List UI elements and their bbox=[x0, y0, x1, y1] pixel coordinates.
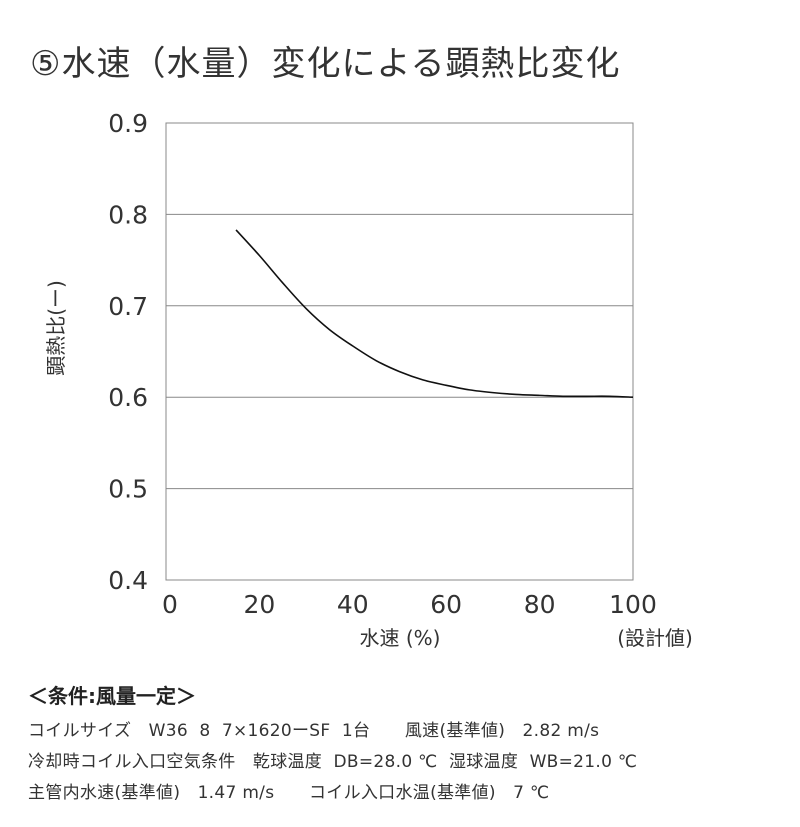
x-tick-labels: 0 20 40 60 80 100 bbox=[162, 590, 657, 619]
y-tick-label: 0.9 bbox=[108, 109, 148, 138]
x-tick-label: 80 bbox=[524, 590, 556, 619]
x-tick-label: 40 bbox=[337, 590, 369, 619]
y-tick-label: 0.8 bbox=[108, 200, 148, 229]
y-tick-label: 0.7 bbox=[108, 292, 148, 321]
y-tick-label: 0.4 bbox=[108, 566, 148, 595]
series-line-0 bbox=[235, 229, 634, 398]
y-axis-label: 顕熱比(ー) bbox=[44, 280, 68, 376]
grid-lines bbox=[166, 213, 633, 490]
y-tick-label: 0.6 bbox=[108, 383, 148, 412]
conditions-heading: ＜条件:風量一定＞ bbox=[28, 684, 196, 708]
series-layer bbox=[235, 229, 634, 398]
x-tick-label: 20 bbox=[243, 590, 275, 619]
y-tick-label: 0.5 bbox=[108, 475, 148, 504]
x-axis-note: (設計値) bbox=[617, 626, 693, 650]
condition-line-water: 主管内水速(基準値) 1.47 m/s コイル入口水温(基準値) 7 ℃ bbox=[28, 783, 550, 803]
y-tick-labels: 0.4 0.5 0.6 0.7 0.8 0.9 bbox=[108, 109, 148, 595]
chart-title: ⑤水速（水量）変化による顕熱比変化 bbox=[30, 44, 621, 84]
x-tick-label: 100 bbox=[609, 590, 657, 619]
x-axis-label: 水速 (%) bbox=[360, 626, 441, 650]
x-tick-label: 60 bbox=[430, 590, 462, 619]
x-tick-label: 0 bbox=[162, 590, 178, 619]
plot-area-frame bbox=[165, 122, 634, 581]
sensible-heat-ratio-chart: 0.4 0.5 0.6 0.7 0.8 0.9 0 20 40 60 80 100 水速 (%) (… bbox=[44, 109, 693, 650]
condition-line-air: 冷却時コイル入口空気条件 乾球温度 DB=28.0 ℃ 湿球温度 WB=21.0… bbox=[28, 752, 638, 772]
condition-line-coil: コイルサイズ W36 8 7×1620ーSF 1台 風速(基準値) 2.82 m… bbox=[28, 721, 600, 741]
